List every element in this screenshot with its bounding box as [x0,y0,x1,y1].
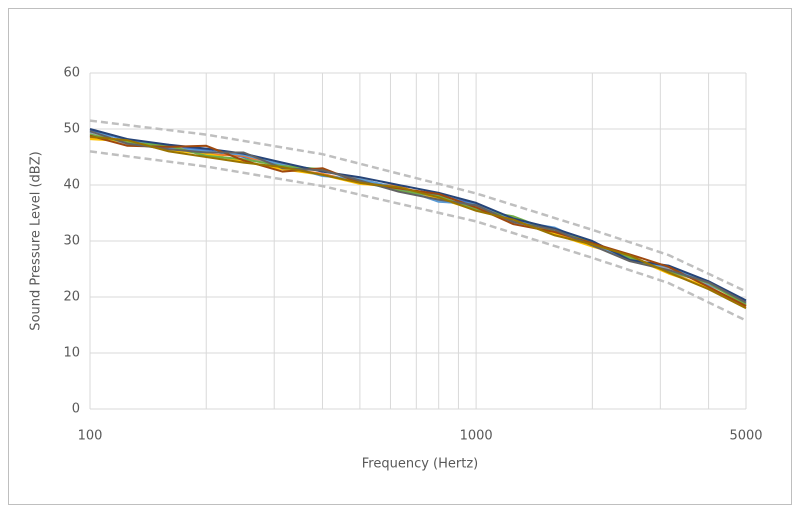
y-axis-title: Sound Pressure Level (dBZ) [29,151,44,330]
x-tick-label: 100 [78,429,103,444]
bound-line [89,150,747,322]
series-line [89,134,747,307]
y-tick-label: 0 [72,402,80,417]
y-tick-label: 20 [63,290,80,305]
y-tick-label: 40 [63,178,80,193]
chart-frame [8,8,792,505]
x-axis-title: Frequency (Hertz) [362,457,478,472]
x-tick-label: 5000 [729,429,762,444]
y-tick-label: 30 [63,234,80,249]
series-line [89,128,747,302]
y-tick-label: 10 [63,346,80,361]
series-line [89,130,747,304]
bound-line [89,119,747,293]
y-tick-label: 60 [63,66,80,81]
x-tick-label: 1000 [460,429,493,444]
y-tick-label: 50 [63,122,80,137]
series-line [89,135,747,310]
